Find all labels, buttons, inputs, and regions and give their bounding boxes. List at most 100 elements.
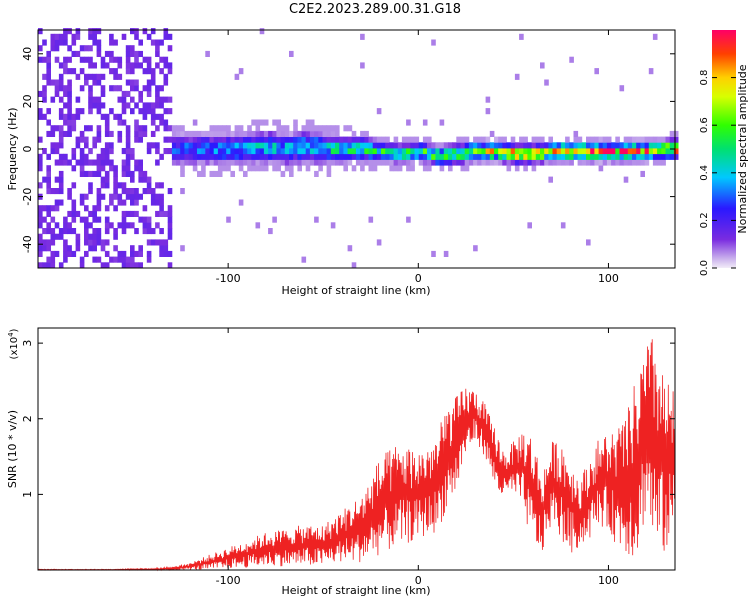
spectrogram-cell bbox=[134, 165, 139, 172]
spectrogram-cell bbox=[96, 153, 102, 160]
spectrogram-cell bbox=[180, 159, 185, 166]
spectrogram-cell bbox=[485, 159, 491, 166]
spectrogram-cell bbox=[314, 142, 319, 149]
spectrogram-cell bbox=[180, 170, 185, 177]
spectrogram-cell bbox=[535, 153, 541, 160]
spectrogram-cell bbox=[238, 148, 244, 155]
spectrogram-cell bbox=[293, 125, 298, 132]
spectrogram-cell bbox=[142, 108, 148, 115]
spectrogram-cell bbox=[573, 130, 579, 137]
spectrogram-cell bbox=[510, 136, 516, 143]
spectrogram-cell bbox=[209, 148, 215, 155]
spectrogram-cell bbox=[301, 136, 307, 143]
spectrogram-cell bbox=[42, 113, 47, 120]
spectrogram-cell bbox=[293, 136, 298, 143]
spectrogram-cell bbox=[109, 33, 114, 40]
spectrogram-cell bbox=[514, 73, 520, 80]
spectrogram-cell bbox=[615, 153, 620, 160]
spectrogram-x-label: Height of straight line (km) bbox=[281, 284, 430, 297]
spectrogram-cell bbox=[393, 153, 399, 160]
spectrogram-cell bbox=[125, 56, 131, 63]
spectrogram-cell bbox=[159, 113, 164, 120]
spectrogram-cell bbox=[531, 136, 537, 143]
spectrogram-cell bbox=[355, 148, 361, 155]
spectrogram-cell bbox=[418, 159, 424, 166]
spectrogram-cell bbox=[263, 119, 269, 126]
spectrogram-cell bbox=[414, 148, 420, 155]
spectrogram-cell bbox=[640, 142, 645, 149]
spectrogram-cell bbox=[372, 148, 378, 155]
spectrogram-cell bbox=[234, 153, 240, 160]
spectrogram-cell bbox=[401, 142, 407, 149]
spectrogram-cell bbox=[58, 188, 64, 195]
spectrogram-cell bbox=[155, 96, 160, 103]
spectrogram-cell bbox=[130, 188, 135, 195]
spectrogram-cell bbox=[134, 79, 139, 86]
spectrogram-cell bbox=[121, 96, 127, 103]
spectrogram-cell bbox=[159, 210, 164, 217]
spectrogram-cell bbox=[58, 199, 64, 206]
spectrogram-cell bbox=[226, 148, 231, 155]
spectrogram-cell bbox=[130, 85, 135, 92]
spectrogram-cell bbox=[146, 90, 152, 97]
spectrogram-cell bbox=[360, 136, 365, 143]
spectrogram-cell bbox=[109, 199, 114, 206]
spectrogram-cell bbox=[96, 39, 102, 46]
spectrogram-cell bbox=[632, 148, 637, 155]
spectrogram-cell bbox=[96, 256, 102, 263]
spectrogram-cell bbox=[255, 148, 261, 155]
spectrogram-cell bbox=[79, 199, 85, 206]
spectrogram-cell bbox=[117, 119, 123, 126]
spectrogram-cell bbox=[67, 90, 72, 97]
spectrogram-cell bbox=[125, 159, 131, 166]
spectrogram-cell bbox=[598, 165, 604, 172]
spectrogram-cell bbox=[272, 142, 277, 149]
spectrogram-cell bbox=[452, 153, 457, 160]
spectrogram-cell bbox=[276, 130, 281, 137]
spectrogram-cell bbox=[88, 245, 93, 252]
spectrogram-cell bbox=[422, 165, 428, 172]
spectrogram-cell bbox=[146, 85, 152, 92]
spectrogram-cell bbox=[67, 119, 72, 126]
spectrogram-cell bbox=[468, 142, 474, 149]
spectrogram-cell bbox=[100, 153, 106, 160]
spectrogram-cell bbox=[130, 45, 135, 52]
spectrogram-cell bbox=[71, 33, 77, 40]
spectrogram-cell bbox=[376, 108, 382, 115]
spectrogram-cell bbox=[125, 222, 131, 229]
spectrogram-cell bbox=[364, 130, 369, 137]
spectrogram-cell bbox=[443, 142, 449, 149]
spectrogram-cell bbox=[213, 125, 219, 132]
spectrogram-cell bbox=[222, 165, 227, 172]
spectrogram-cell bbox=[192, 119, 198, 126]
spectrogram-cell bbox=[519, 136, 524, 143]
spectrogram-cell bbox=[502, 136, 507, 143]
spectrogram-cell bbox=[155, 182, 160, 189]
spectrogram-cell bbox=[401, 159, 407, 166]
spectrogram-cell bbox=[184, 130, 189, 137]
spectrogram-cell bbox=[460, 148, 466, 155]
spectrogram-cell bbox=[569, 159, 574, 166]
spectrogram-cell bbox=[138, 245, 143, 252]
spectrogram-cell bbox=[184, 142, 189, 149]
spectrogram-cell bbox=[167, 250, 173, 257]
spectrogram-cell bbox=[309, 153, 315, 160]
spectrogram-cell bbox=[297, 142, 302, 149]
spectrogram-cell bbox=[121, 90, 127, 97]
spectrogram-cell bbox=[130, 148, 135, 155]
spectrogram-cell bbox=[130, 193, 135, 200]
spectrogram-cell bbox=[498, 153, 503, 160]
spectrogram-cell bbox=[301, 159, 307, 166]
spectrogram-cell bbox=[130, 245, 135, 252]
spectrogram-cell bbox=[531, 165, 537, 172]
spectrogram-cell bbox=[213, 136, 219, 143]
spectrogram-cell bbox=[79, 170, 85, 177]
spectrogram-cell bbox=[79, 68, 85, 75]
spectrogram-cell bbox=[159, 182, 164, 189]
spectrogram-cell bbox=[263, 130, 269, 137]
spectrogram-cell bbox=[381, 153, 386, 160]
spectrogram-cell bbox=[473, 153, 478, 160]
spectrogram-cell bbox=[226, 136, 231, 143]
spectrogram-cell bbox=[75, 210, 81, 217]
colorbar-tick-label: 0.0 bbox=[699, 260, 710, 276]
